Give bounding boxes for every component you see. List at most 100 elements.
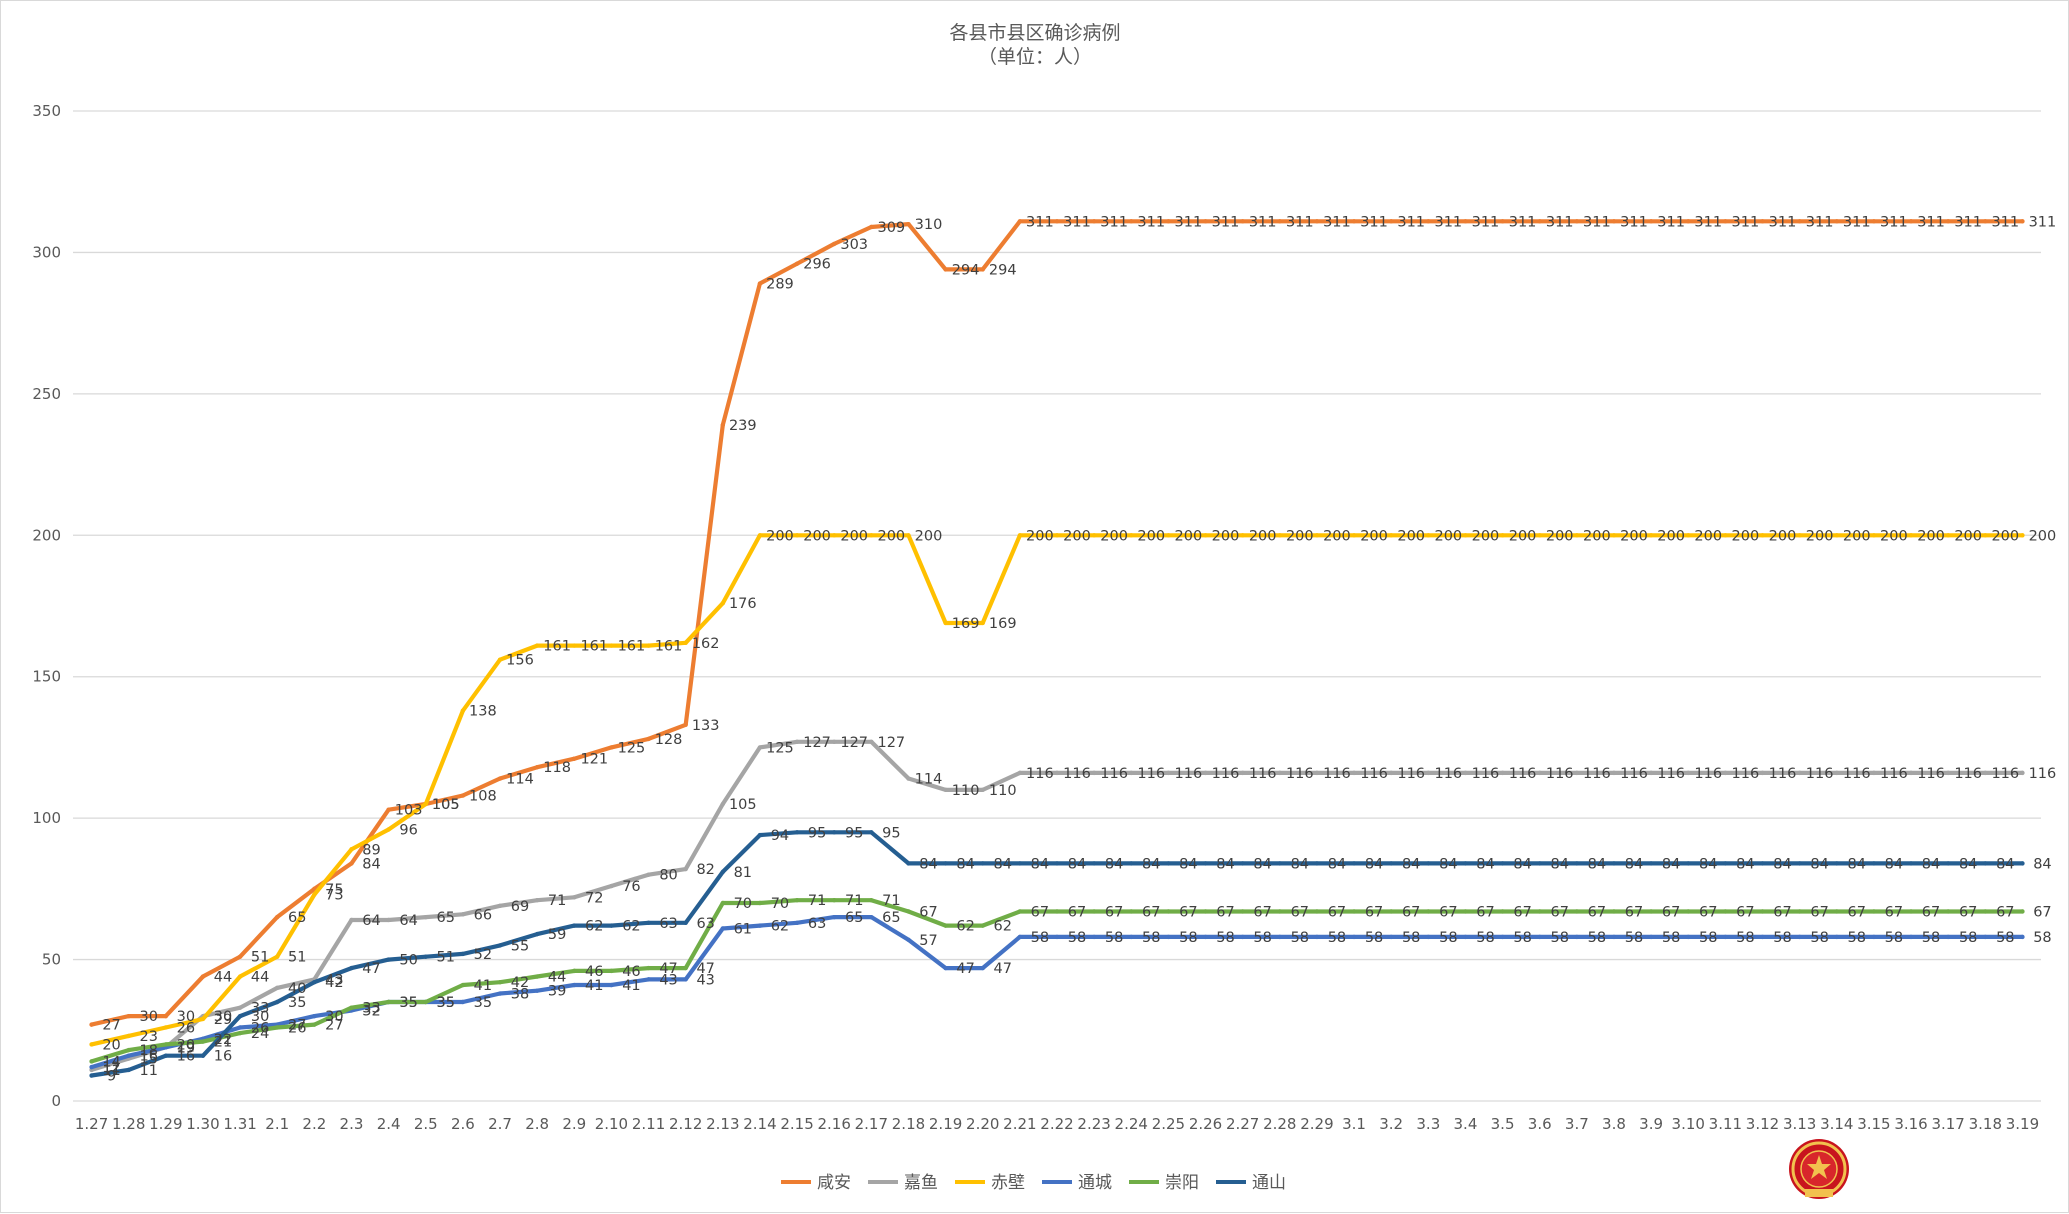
data-point <box>794 920 800 925</box>
data-label: 58 <box>1848 930 1866 946</box>
data-label: 200 <box>1954 528 1982 544</box>
data-label: 43 <box>696 972 714 988</box>
data-label: 84 <box>1253 856 1271 872</box>
data-label: 84 <box>1365 856 1383 872</box>
data-label: 70 <box>771 896 789 912</box>
x-tick-label: 2.4 <box>377 1115 401 1133</box>
data-label: 58 <box>1365 930 1383 946</box>
data-point <box>1314 934 1320 940</box>
data-label: 58 <box>1439 930 1457 946</box>
data-point <box>1760 219 1765 224</box>
data-point <box>460 951 466 957</box>
legend-label: 赤壁 <box>991 1173 1025 1193</box>
data-point <box>126 1033 131 1039</box>
data-point <box>89 1073 94 1078</box>
data-point <box>460 708 466 713</box>
data-point <box>1054 770 1060 776</box>
data-label: 70 <box>734 896 752 912</box>
data-label: 84 <box>362 856 380 872</box>
data-point <box>1017 219 1023 224</box>
data-label: 58 <box>1291 930 1309 946</box>
data-label: 65 <box>437 910 455 926</box>
data-label: 66 <box>474 907 492 923</box>
x-tick-label: 2.28 <box>1263 1115 1296 1133</box>
data-point <box>646 736 651 742</box>
data-label: 67 <box>1848 904 1866 920</box>
data-point <box>349 1005 354 1010</box>
data-point <box>683 920 688 925</box>
data-label: 67 <box>1365 904 1383 920</box>
data-label: 311 <box>1212 214 1240 230</box>
data-point <box>1277 770 1282 776</box>
data-label: 161 <box>580 639 608 655</box>
data-point <box>1388 861 1394 866</box>
data-point <box>1054 219 1060 224</box>
data-label: 84 <box>1848 856 1866 872</box>
data-point <box>1277 219 1282 224</box>
data-point <box>460 793 466 798</box>
data-point <box>1203 934 1208 940</box>
data-point <box>646 920 651 925</box>
data-point <box>757 900 763 906</box>
series-line <box>89 830 2025 1078</box>
data-point <box>1611 770 1617 776</box>
legend-label: 咸安 <box>817 1173 851 1193</box>
data-point <box>1648 909 1654 914</box>
x-tick-label: 2.13 <box>706 1115 739 1133</box>
data-label: 26 <box>251 1020 269 1036</box>
x-tick-label: 3.2 <box>1379 1115 1403 1133</box>
data-point <box>1463 219 1468 224</box>
data-point <box>460 912 466 917</box>
data-point <box>1203 533 1208 538</box>
data-point <box>906 861 911 866</box>
x-tick-label: 3.5 <box>1491 1115 1515 1133</box>
data-label: 200 <box>1323 528 1351 544</box>
data-point <box>720 926 726 931</box>
data-point <box>720 600 726 606</box>
data-point <box>275 914 280 920</box>
data-label: 311 <box>1397 214 1425 230</box>
data-point <box>1500 861 1505 866</box>
data-point <box>1388 219 1394 224</box>
data-label: 116 <box>1917 766 1945 782</box>
data-point <box>497 776 503 781</box>
data-label: 105 <box>432 797 460 813</box>
data-label: 65 <box>845 910 863 926</box>
data-label: 162 <box>692 636 720 652</box>
data-point <box>163 1013 169 1019</box>
data-point <box>1686 533 1691 538</box>
x-tick-label: 3.12 <box>1746 1115 1779 1133</box>
data-label: 35 <box>399 995 417 1011</box>
data-label: 200 <box>1397 528 1425 544</box>
data-point <box>163 1042 169 1047</box>
data-label: 116 <box>1694 766 1722 782</box>
data-label: 65 <box>882 910 900 926</box>
x-tick-label: 2.19 <box>929 1115 962 1133</box>
data-point <box>1203 770 1208 776</box>
data-point <box>1129 770 1134 776</box>
data-point <box>1240 934 1245 940</box>
data-point <box>980 267 985 272</box>
data-label: 67 <box>2033 904 2051 920</box>
series-line <box>89 533 2025 1047</box>
x-tick-label: 3.9 <box>1639 1115 1663 1133</box>
data-point <box>1054 934 1060 940</box>
data-point <box>1797 909 1802 914</box>
data-label: 44 <box>251 970 269 986</box>
data-point <box>1388 770 1394 776</box>
data-point <box>423 914 428 920</box>
data-label: 67 <box>1216 904 1234 920</box>
data-label: 15 <box>139 1052 157 1068</box>
data-point <box>497 657 503 662</box>
data-label: 128 <box>655 732 683 748</box>
data-label: 169 <box>989 616 1017 632</box>
data-label: 114 <box>915 772 943 788</box>
data-label: 67 <box>1996 904 2014 920</box>
data-label: 294 <box>952 262 980 278</box>
data-point <box>237 954 243 959</box>
data-label: 156 <box>506 653 534 669</box>
data-label: 116 <box>1063 766 1091 782</box>
data-label: 116 <box>1137 766 1165 782</box>
data-point <box>1166 861 1171 866</box>
x-tick-label: 2.7 <box>488 1115 512 1133</box>
